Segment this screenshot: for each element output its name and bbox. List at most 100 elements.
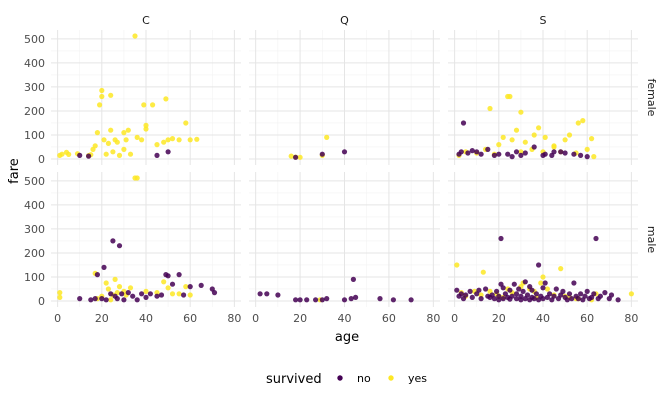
- point-no: [165, 149, 171, 155]
- point-yes: [59, 151, 65, 157]
- point-no: [341, 149, 348, 155]
- point-no: [94, 272, 100, 278]
- point-no: [518, 152, 524, 158]
- point-yes: [97, 102, 103, 108]
- point-yes: [121, 130, 127, 136]
- panel-male-Q: [249, 172, 440, 307]
- point-yes: [187, 137, 193, 143]
- point-yes: [183, 284, 189, 290]
- x-tick-label: 20: [293, 312, 307, 325]
- point-no: [485, 146, 491, 152]
- point-no: [500, 296, 506, 302]
- point-yes: [105, 286, 111, 292]
- point-no: [465, 150, 471, 156]
- point-no: [348, 296, 354, 302]
- y-tick-label: 400: [24, 57, 45, 70]
- point-no: [513, 291, 520, 297]
- point-yes: [108, 92, 114, 98]
- point-no: [181, 292, 187, 298]
- point-no: [518, 297, 524, 303]
- point-no: [496, 151, 502, 157]
- point-yes: [116, 284, 123, 290]
- point-yes: [562, 137, 568, 143]
- point-no: [211, 290, 218, 296]
- point-yes: [538, 280, 544, 286]
- point-no: [187, 284, 193, 290]
- point-no: [602, 290, 608, 296]
- point-no: [469, 294, 475, 300]
- point-yes: [544, 286, 551, 292]
- point-no: [116, 243, 123, 249]
- point-yes: [169, 136, 176, 142]
- point-no: [408, 297, 414, 303]
- point-yes: [518, 149, 524, 155]
- point-no: [460, 120, 467, 126]
- point-no: [324, 296, 330, 302]
- point-no: [454, 287, 460, 293]
- point-no: [571, 151, 577, 157]
- point-yes: [584, 146, 590, 152]
- point-yes: [513, 127, 520, 133]
- point-yes: [116, 152, 123, 158]
- panel-male-C: [51, 172, 241, 307]
- point-no: [522, 150, 528, 156]
- point-no: [478, 296, 484, 302]
- point-yes: [57, 290, 63, 296]
- point-yes: [143, 288, 149, 294]
- point-yes: [110, 149, 116, 155]
- point-yes: [134, 134, 140, 140]
- points-male-C: [57, 175, 218, 303]
- point-no: [540, 296, 546, 302]
- point-yes: [103, 280, 109, 286]
- point-yes: [187, 292, 193, 298]
- point-no: [463, 292, 469, 298]
- point-no: [575, 296, 581, 302]
- point-no: [513, 296, 520, 302]
- point-no: [491, 296, 497, 302]
- point-no: [591, 291, 597, 297]
- point-yes: [92, 143, 98, 149]
- point-yes: [132, 33, 138, 39]
- point-no: [551, 293, 557, 299]
- point-yes: [176, 137, 182, 143]
- point-no: [165, 273, 171, 279]
- point-no: [582, 293, 588, 299]
- point-yes: [101, 137, 107, 143]
- point-yes: [125, 127, 131, 133]
- point-no: [562, 150, 568, 156]
- point-yes: [566, 132, 573, 138]
- point-no: [139, 291, 145, 297]
- point-yes: [139, 137, 145, 143]
- point-no: [571, 280, 577, 286]
- point-yes: [558, 266, 564, 272]
- point-yes: [176, 291, 182, 297]
- x-tick-label: 60: [183, 312, 197, 325]
- point-no: [377, 296, 383, 302]
- panel-female-Q: [249, 30, 440, 165]
- point-no: [92, 296, 98, 302]
- legend-label-yes: yes: [408, 372, 427, 385]
- point-yes: [108, 127, 114, 133]
- point-no: [158, 292, 165, 298]
- point-yes: [496, 142, 502, 148]
- x-tick-label: 40: [338, 312, 352, 325]
- point-no: [297, 297, 303, 303]
- point-yes: [500, 134, 506, 140]
- point-yes: [297, 154, 303, 160]
- point-no: [275, 292, 281, 298]
- point-no: [491, 152, 497, 158]
- point-yes: [134, 175, 140, 181]
- point-yes: [551, 143, 557, 149]
- point-no: [467, 288, 473, 294]
- point-no: [483, 286, 489, 292]
- points-female-Q: [288, 134, 348, 160]
- point-no: [505, 151, 511, 157]
- point-yes: [454, 262, 460, 268]
- panel-female-C: [51, 30, 241, 165]
- point-no: [293, 297, 299, 303]
- x-tick-label: 80: [426, 312, 440, 325]
- point-no: [496, 297, 502, 303]
- ticks-layer: C Q Sfemalemale010020030040050001002003004…: [24, 14, 658, 325]
- point-no: [458, 149, 464, 155]
- x-tick-label: 0: [451, 312, 458, 325]
